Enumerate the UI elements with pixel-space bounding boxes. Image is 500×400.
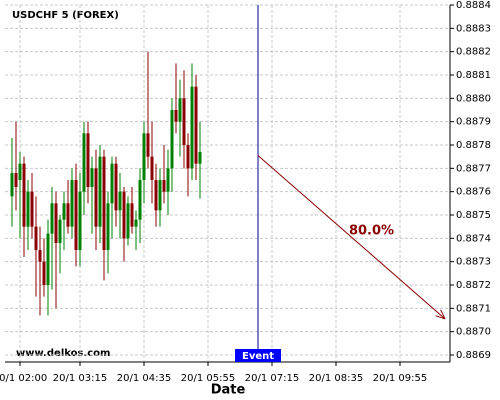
watermark: www.delkos.com (16, 348, 110, 359)
candle-body (78, 191, 82, 250)
x-tick-label: 20/1 08:35 (309, 373, 363, 384)
chart-title: USDCHF 5 (FOREX) (12, 10, 119, 21)
y-tick-label: 0.8876 (456, 187, 491, 198)
arrow-head (435, 315, 446, 320)
candle-body (186, 145, 190, 169)
candle-body (50, 203, 54, 234)
candle-body (58, 219, 62, 243)
candle-body (82, 133, 86, 192)
x-axis-title: Date (211, 383, 246, 398)
forecast-arrow (257, 155, 446, 320)
candle-body (66, 203, 70, 227)
candle-body (74, 180, 78, 250)
y-tick-label: 0.8878 (456, 140, 491, 151)
candle-body (162, 180, 166, 192)
candle-body (10, 173, 14, 197)
candle-body (26, 191, 30, 227)
candle-body (94, 168, 98, 227)
y-tick-label: 0.8884 (456, 0, 491, 11)
candle-body (46, 233, 50, 285)
candle-body (62, 203, 66, 220)
x-tick-label: 20/1 02:00 (0, 373, 47, 384)
arrow-head (440, 309, 446, 320)
candle-body (102, 156, 106, 250)
candle-body (70, 180, 74, 227)
y-tick-label: 0.8870 (456, 327, 491, 338)
candle-body (110, 163, 114, 204)
candle-body (42, 261, 46, 285)
candle-body (190, 86, 194, 169)
y-tick-label: 0.8882 (456, 47, 491, 58)
y-tick-label: 0.8869 (456, 350, 491, 361)
x-tick-label: 20/1 09:55 (373, 373, 427, 384)
candle-body (198, 152, 202, 164)
y-tick-label: 0.8879 (456, 117, 491, 128)
candle-body (106, 203, 110, 250)
y-tick-label: 0.8872 (456, 280, 491, 291)
candle-body (182, 98, 186, 145)
candle-body (170, 110, 174, 169)
y-tick-label: 0.8881 (456, 70, 491, 81)
candle-body (54, 203, 58, 243)
y-tick-label: 0.8880 (456, 93, 491, 104)
candle-body (166, 168, 170, 192)
y-tick-label: 0.8883 (456, 23, 491, 34)
y-tick-label: 0.8873 (456, 257, 491, 268)
candle-body (18, 163, 22, 180)
candle-body (38, 250, 42, 262)
x-tick-label: 20/1 05:55 (181, 373, 235, 384)
event-label: Event (242, 351, 274, 362)
candle-body (114, 163, 118, 211)
y-tick-label: 0.8875 (456, 210, 491, 221)
candle-body (174, 110, 178, 122)
candle-body (158, 180, 162, 211)
x-tick-label: 20/1 04:35 (117, 373, 171, 384)
candle-body (22, 163, 26, 227)
candle-body (138, 180, 142, 220)
forecast-label: 80.0% (349, 224, 394, 239)
y-tick-label: 0.8871 (456, 303, 491, 314)
candle-body (86, 133, 90, 187)
candle-body (126, 203, 130, 239)
candle-body (118, 191, 122, 211)
candle-body (30, 191, 34, 227)
candle-body (34, 226, 38, 250)
candle-body (154, 180, 158, 211)
y-tick-label: 0.8877 (456, 163, 491, 174)
x-tick-label: 20/1 03:15 (53, 373, 107, 384)
candle-body (122, 191, 126, 239)
candle-body (98, 156, 102, 227)
candle-body (142, 133, 146, 180)
candle-body (14, 173, 18, 187)
candle-body (90, 168, 94, 187)
candle-body (178, 98, 182, 122)
x-tick-label: 20/1 07:15 (245, 373, 299, 384)
candle-body (134, 219, 138, 227)
y-tick-label: 0.8874 (456, 233, 491, 244)
candle-body (130, 203, 134, 227)
candle-body (150, 156, 154, 180)
candle-body (146, 133, 150, 157)
candle-body (194, 86, 198, 164)
event-box (235, 349, 281, 362)
